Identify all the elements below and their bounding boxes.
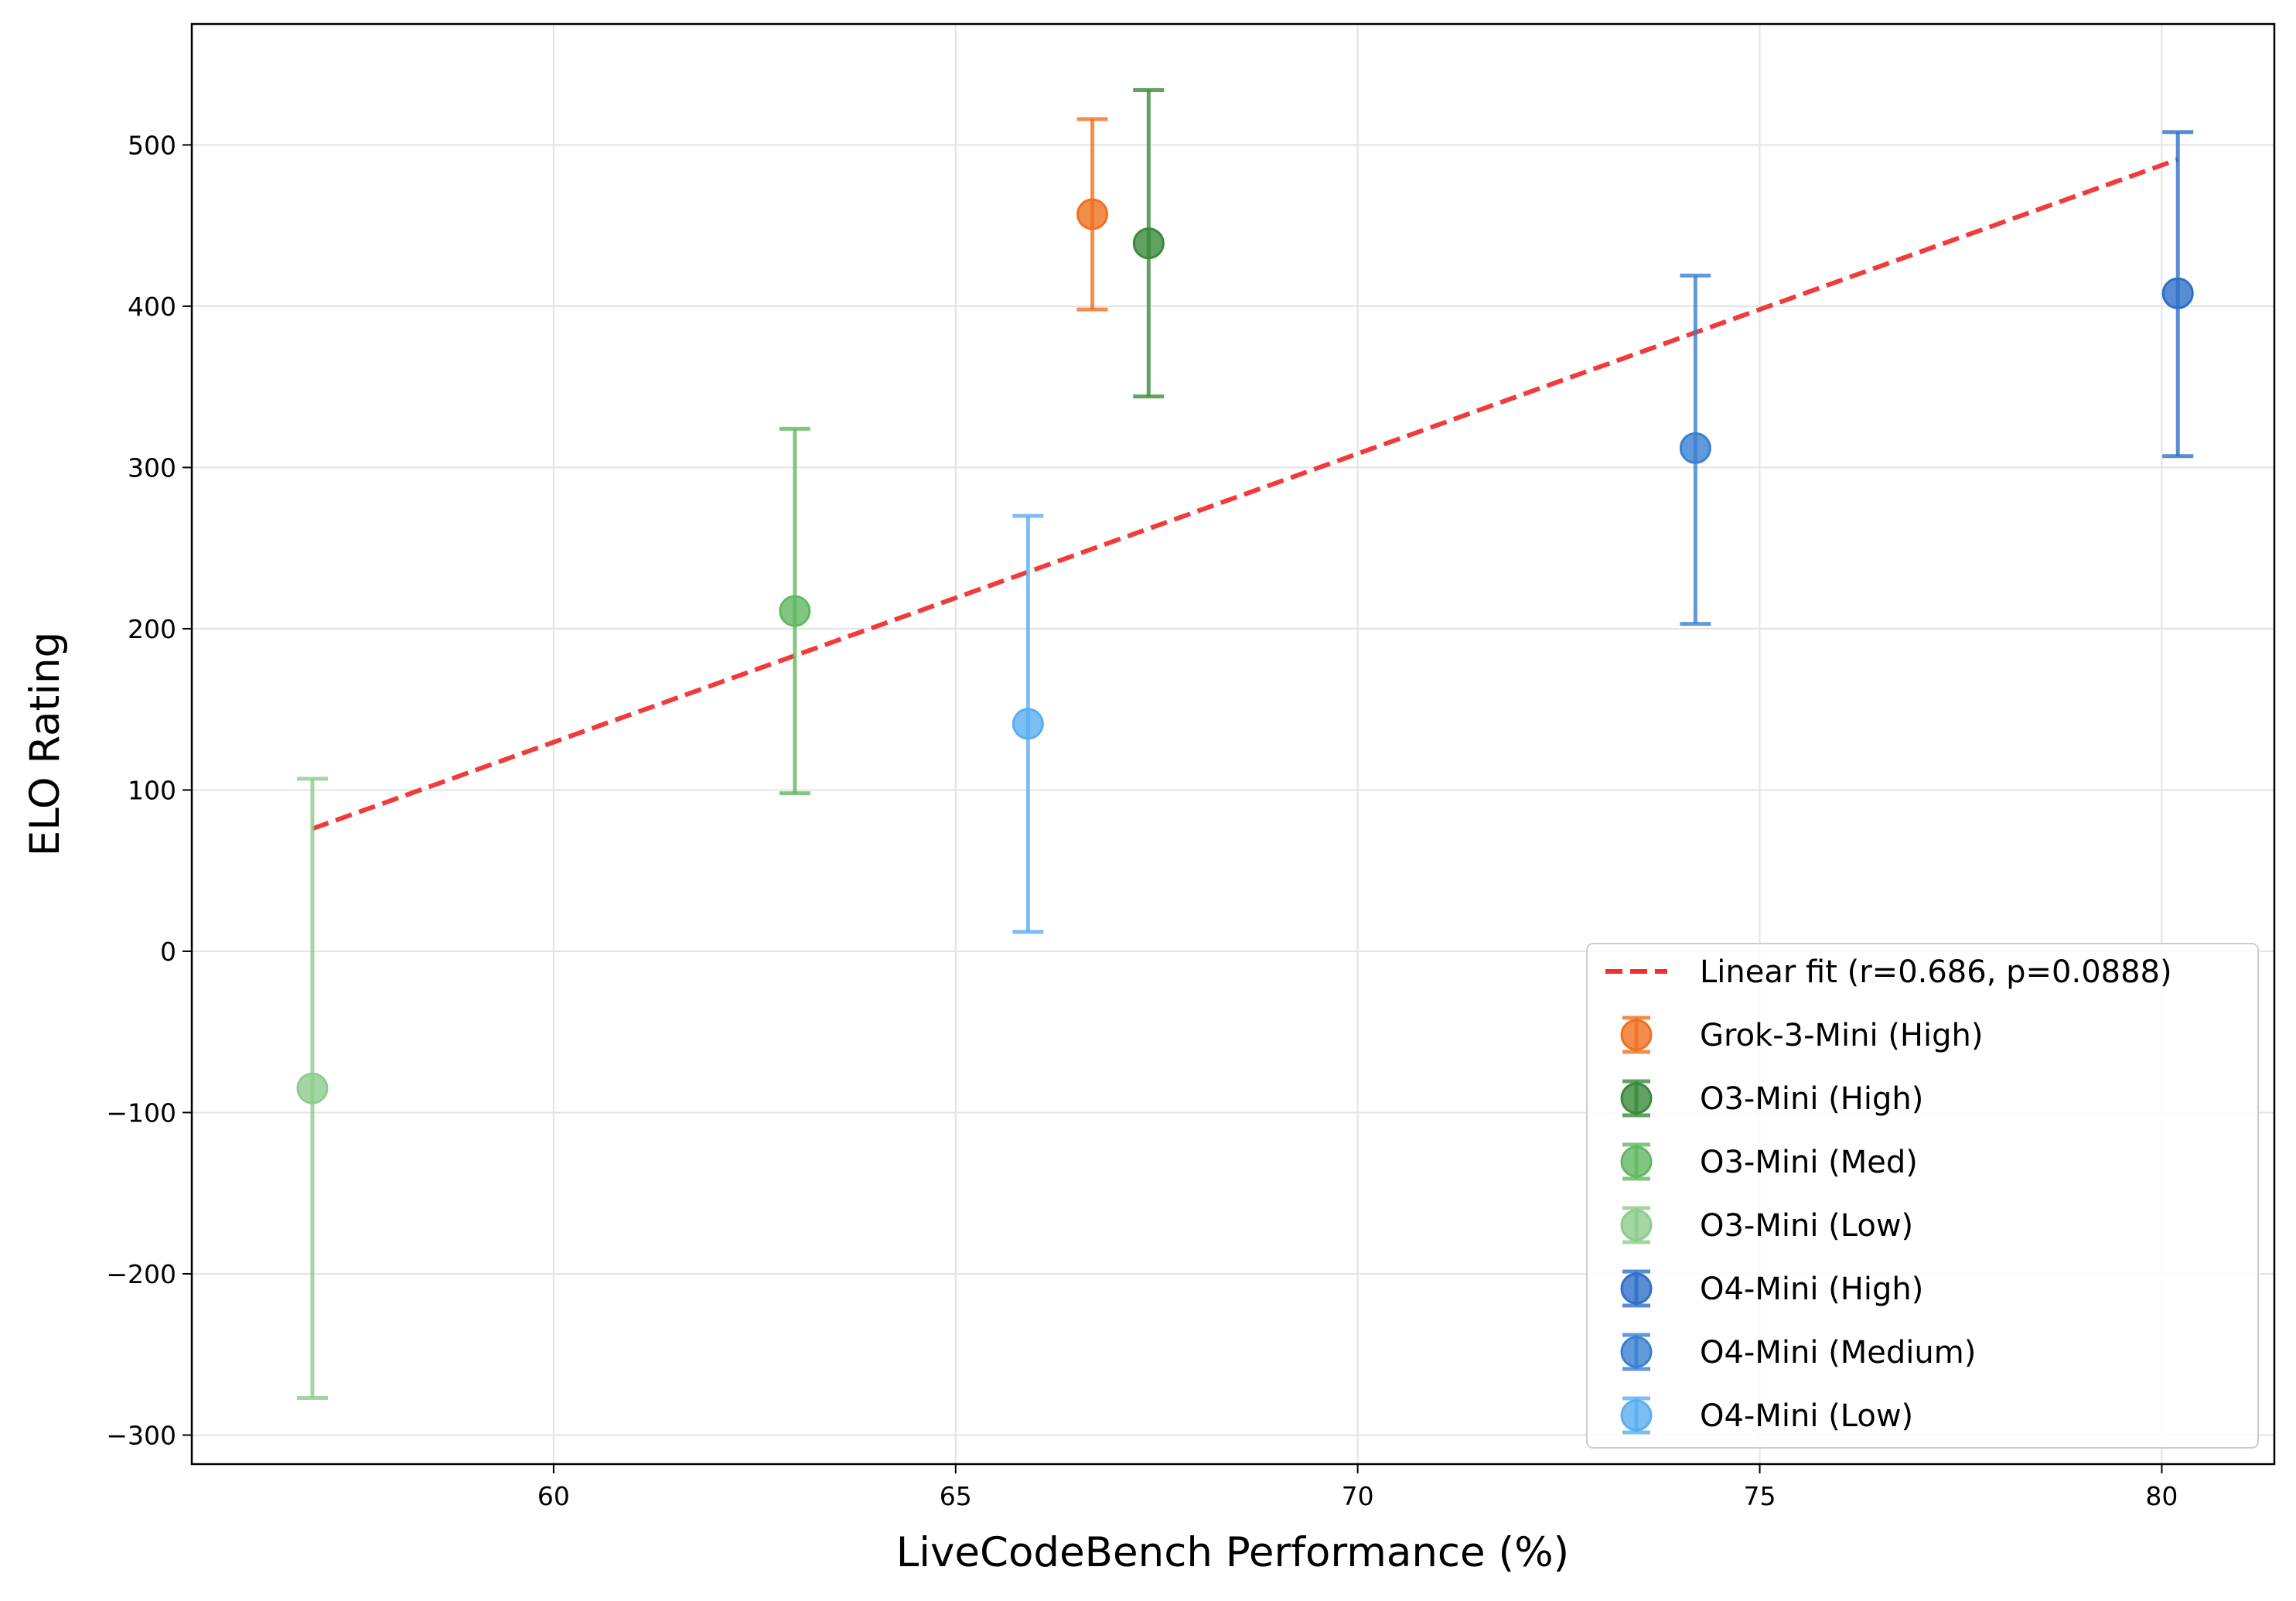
data-point <box>1132 227 1165 260</box>
y-tick-label: 500 <box>128 130 176 160</box>
legend-marker <box>1620 1209 1653 1241</box>
legend-marker <box>1620 1019 1653 1051</box>
legend-entry-4: O4-Mini (High) <box>1620 1269 1923 1308</box>
legend-label: O4-Mini (Low) <box>1700 1398 1913 1434</box>
legend-entry-2: O3-Mini (Med) <box>1620 1142 1918 1181</box>
y-tick-label: 300 <box>128 452 176 483</box>
linear-fit-layer <box>311 157 2179 831</box>
series-4-group <box>2161 130 2194 459</box>
y-tick-label: −100 <box>106 1097 176 1128</box>
legend-entry-1: O3-Mini (High) <box>1620 1079 1923 1118</box>
legend-entry-5: O4-Mini (Medium) <box>1620 1333 1976 1371</box>
series-2-group <box>779 426 811 796</box>
linear-fit-line <box>311 157 2179 831</box>
legend-entry-6: O4-Mini (Low) <box>1620 1396 1913 1435</box>
data-point <box>1076 198 1109 230</box>
legend-box <box>1586 943 2259 1449</box>
data-point <box>296 1072 329 1104</box>
series-0-group <box>1076 117 1109 312</box>
grid-lines <box>192 24 2274 1464</box>
data-point <box>1012 708 1044 740</box>
legend-label: O3-Mini (High) <box>1700 1081 1923 1117</box>
y-axis-title: ELO Rating <box>22 632 69 857</box>
legend-marker <box>1620 1272 1653 1305</box>
legend-marker <box>1620 1082 1653 1115</box>
series-1-group <box>1132 87 1165 399</box>
legend-fit-label: Linear fit (r=0.686, p=0.0888) <box>1700 954 2172 990</box>
plot-area-frame <box>190 22 2276 1466</box>
legend-marker <box>1620 1145 1653 1178</box>
y-tick-label: −300 <box>106 1420 176 1450</box>
x-tick-label: 70 <box>1342 1481 1374 1511</box>
data-points-layer <box>296 87 2194 1401</box>
legend-entry-3: O3-Mini (Low) <box>1620 1206 1913 1244</box>
legend-label: O3-Mini (Low) <box>1700 1208 1913 1244</box>
data-point <box>779 595 811 627</box>
legend-marker <box>1620 1399 1653 1432</box>
data-point <box>1679 432 1711 464</box>
data-point <box>2161 277 2194 309</box>
y-tick-label: −200 <box>106 1259 176 1289</box>
legend-label: Grok-3-Mini (High) <box>1700 1018 1983 1053</box>
x-axis-ticks: 60 65 70 75 80 <box>537 1464 2178 1511</box>
legend-label: O4-Mini (Medium) <box>1700 1335 1976 1371</box>
legend-entry-0: Grok-3-Mini (High) <box>1620 1016 1983 1054</box>
x-axis-title: LiveCodeBench Performance (%) <box>896 1529 1569 1576</box>
y-tick-label: 0 <box>160 937 176 967</box>
series-5-group <box>1679 273 1711 626</box>
series-6-group <box>1012 514 1044 934</box>
y-tick-label: 200 <box>128 614 176 644</box>
legend-label: O4-Mini (High) <box>1700 1272 1923 1307</box>
x-tick-label: 75 <box>1744 1481 1776 1511</box>
x-tick-label: 65 <box>940 1481 972 1511</box>
legend: Linear fit (r=0.686, p=0.0888) Grok-3-Min… <box>1586 943 2259 1449</box>
x-tick-label: 60 <box>537 1481 570 1511</box>
y-tick-label: 100 <box>128 775 176 805</box>
legend-marker <box>1620 1336 1653 1368</box>
y-tick-label: 400 <box>128 292 176 322</box>
y-axis-ticks: −300 −200 −100 0 100 200 300 400 500 <box>106 130 192 1450</box>
legend-label: O3-Mini (Med) <box>1700 1145 1918 1180</box>
series-3-group <box>296 777 329 1401</box>
x-tick-label: 80 <box>2145 1481 2178 1511</box>
